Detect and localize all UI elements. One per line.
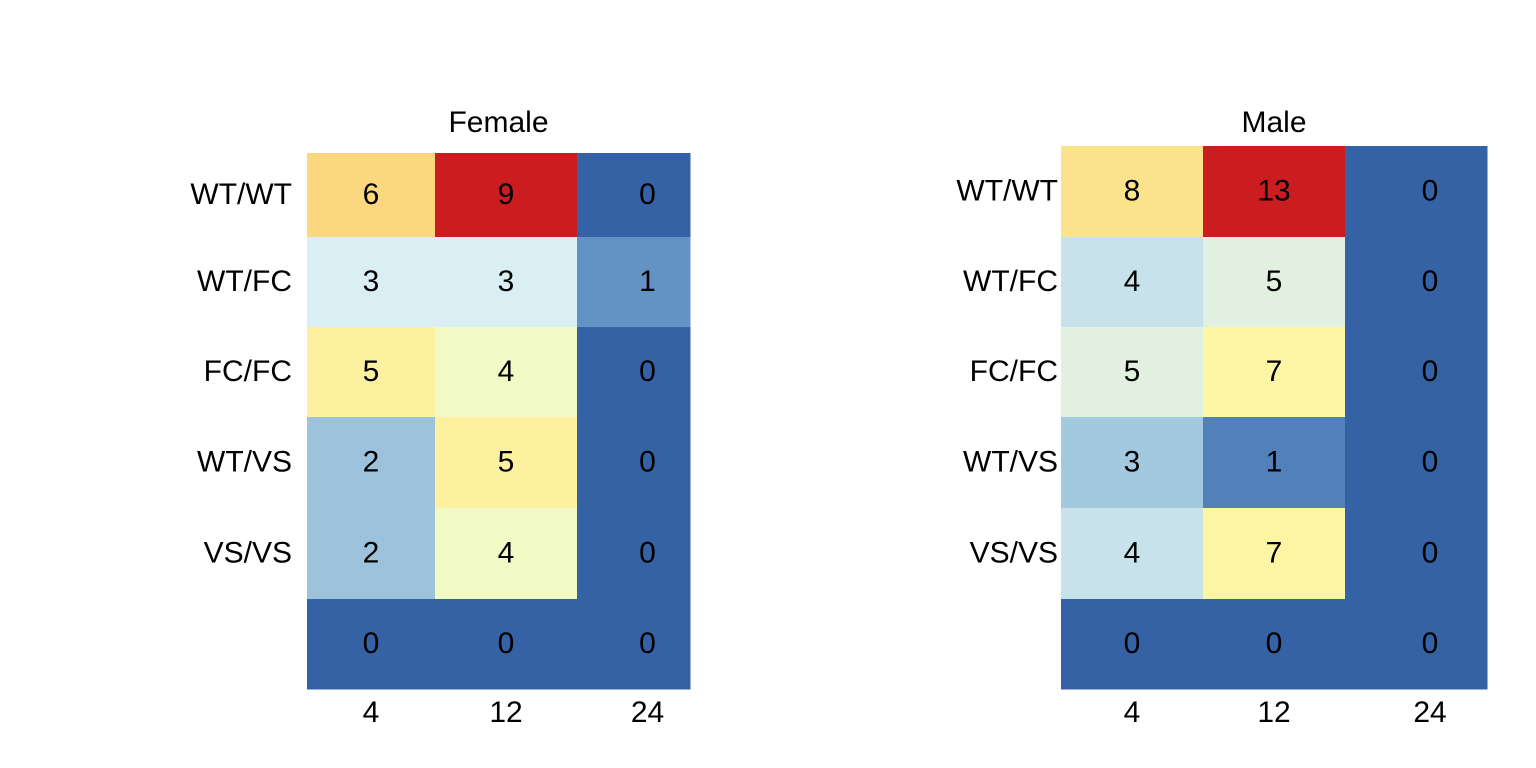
heatmap-cell bbox=[577, 508, 691, 600]
cell-value-label: 4 bbox=[498, 355, 515, 388]
row-label: FC/FC bbox=[204, 355, 292, 388]
heatmap-cell bbox=[1345, 237, 1488, 328]
heatmap-cell bbox=[577, 327, 691, 418]
heatmap-cell bbox=[435, 508, 578, 600]
column-tick-label: 12 bbox=[489, 696, 522, 729]
heatmap-cell bbox=[1061, 146, 1204, 238]
heatmap-cell bbox=[1345, 508, 1488, 600]
heatmap-cell bbox=[307, 153, 436, 238]
cell-value-label: 4 bbox=[1124, 265, 1141, 298]
heatmap-cell bbox=[1061, 599, 1204, 690]
heatmap-cell bbox=[1345, 599, 1488, 690]
heatmap-cell bbox=[1345, 146, 1488, 238]
cell-value-label: 0 bbox=[1422, 174, 1439, 207]
cell-value-label: 13 bbox=[1257, 174, 1290, 207]
row-label: WT/WT bbox=[190, 178, 292, 211]
cell-value-label: 5 bbox=[363, 355, 380, 388]
cell-value-label: 6 bbox=[363, 178, 380, 211]
cell-value-label: 4 bbox=[1124, 536, 1141, 569]
panel-title: Female bbox=[448, 106, 548, 139]
cell-value-label: 0 bbox=[1422, 536, 1439, 569]
column-tick-label: 24 bbox=[631, 696, 664, 729]
cell-value-label: 0 bbox=[1266, 627, 1283, 660]
cell-value-label: 0 bbox=[639, 445, 656, 478]
heatmap-cell bbox=[1345, 417, 1488, 509]
cell-value-label: 9 bbox=[498, 178, 515, 211]
row-label: VS/VS bbox=[204, 536, 292, 569]
heatmap-cell bbox=[577, 237, 691, 328]
cell-value-label: 5 bbox=[1124, 355, 1141, 388]
heatmap-cell bbox=[307, 508, 436, 600]
row-label: WT/VS bbox=[197, 445, 292, 478]
column-tick-label: 24 bbox=[1413, 696, 1446, 729]
cell-value-label: 0 bbox=[1422, 355, 1439, 388]
cell-value-label: 2 bbox=[363, 445, 380, 478]
row-label: WT/WT bbox=[956, 174, 1058, 207]
cell-value-label: 0 bbox=[639, 627, 656, 660]
cell-value-label: 0 bbox=[639, 178, 656, 211]
heatmap-cell bbox=[1203, 237, 1346, 328]
cell-value-label: 8 bbox=[1124, 174, 1141, 207]
heatmap-cell bbox=[1203, 417, 1346, 509]
row-label: FC/FC bbox=[970, 355, 1058, 388]
heatmap-cell bbox=[307, 417, 436, 509]
cell-value-label: 7 bbox=[1266, 355, 1283, 388]
cell-value-label: 5 bbox=[1266, 265, 1283, 298]
heatmap-cell bbox=[1203, 599, 1346, 690]
column-tick-label: 12 bbox=[1257, 696, 1290, 729]
heatmap-cell bbox=[1203, 146, 1346, 238]
panel-title: Male bbox=[1241, 106, 1306, 139]
column-tick-label: 4 bbox=[363, 696, 380, 729]
heatmap-cell bbox=[307, 237, 436, 328]
cell-value-label: 0 bbox=[639, 355, 656, 388]
heatmap-cell bbox=[435, 237, 578, 328]
heatmap-cell bbox=[1061, 508, 1204, 600]
cell-value-label: 0 bbox=[1422, 445, 1439, 478]
cell-value-label: 4 bbox=[498, 536, 515, 569]
heatmap-cell bbox=[1203, 508, 1346, 600]
cell-value-label: 5 bbox=[498, 445, 515, 478]
heatmap-cell bbox=[577, 153, 691, 238]
cell-value-label: 0 bbox=[363, 627, 380, 660]
heatmap-cell bbox=[435, 153, 578, 238]
cell-value-label: 1 bbox=[1266, 445, 1283, 478]
cell-value-label: 7 bbox=[1266, 536, 1283, 569]
column-tick-label: 4 bbox=[1124, 696, 1141, 729]
heatmap-cell bbox=[1061, 237, 1204, 328]
cell-value-label: 0 bbox=[1422, 627, 1439, 660]
heatmap-panel-male: Male 8 13 0 4 5 0 5 7 0 3 1 0 4 7 0 0 0 0 WT/WT WT/FC FC/FC WT… bbox=[956, 106, 1488, 729]
cell-value-label: 0 bbox=[498, 627, 515, 660]
cell-value-label: 3 bbox=[363, 265, 380, 298]
cell-value-label: 3 bbox=[498, 265, 515, 298]
cell-value-label: 2 bbox=[363, 536, 380, 569]
cell-value-label: 0 bbox=[1124, 627, 1141, 660]
cell-value-label: 0 bbox=[639, 536, 656, 569]
heatmap-cell bbox=[435, 599, 578, 690]
heatmap-cell bbox=[307, 599, 436, 690]
heatmap-cell bbox=[1203, 327, 1346, 418]
heatmap-cell bbox=[1061, 417, 1204, 509]
row-label: WT/FC bbox=[197, 265, 292, 298]
heatmap-cell bbox=[577, 599, 691, 690]
cell-value-label: 0 bbox=[1422, 265, 1439, 298]
heatmap-cell bbox=[1061, 327, 1204, 418]
heatmap-cell bbox=[435, 327, 578, 418]
row-label: VS/VS bbox=[970, 536, 1058, 569]
heatmap-cell bbox=[435, 417, 578, 509]
cell-value-label: 3 bbox=[1124, 445, 1141, 478]
heatmap-cell bbox=[307, 327, 436, 418]
row-label: WT/FC bbox=[963, 265, 1058, 298]
row-label: WT/VS bbox=[963, 445, 1058, 478]
heatmap-cell bbox=[577, 417, 691, 509]
heatmap-cell bbox=[1345, 327, 1488, 418]
cell-value-label: 1 bbox=[639, 265, 656, 298]
